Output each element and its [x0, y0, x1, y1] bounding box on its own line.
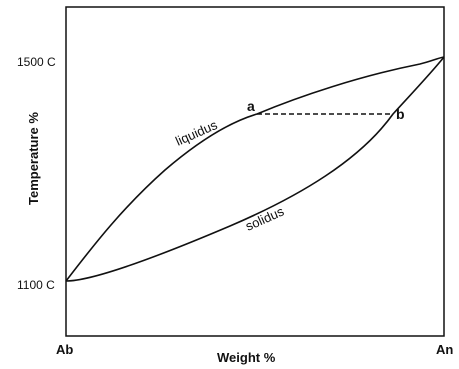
liquidus-label: liquidus — [173, 117, 220, 149]
liquidus-curve — [65, 56, 445, 282]
x-end-left-label: Ab — [56, 342, 73, 357]
point-a-label: a — [247, 98, 255, 114]
x-end-right-label: An — [436, 342, 453, 357]
solidus-curve — [65, 56, 445, 282]
plot-frame — [65, 6, 445, 337]
y-tick-1100: 1100 C — [17, 278, 55, 292]
y-axis-title: Temperature % — [26, 112, 41, 205]
x-axis-title: Weight % — [217, 350, 276, 365]
y-tick-1500: 1500 C — [17, 55, 56, 69]
point-b-label: b — [396, 106, 405, 122]
solidus-label: solidus — [243, 203, 287, 233]
